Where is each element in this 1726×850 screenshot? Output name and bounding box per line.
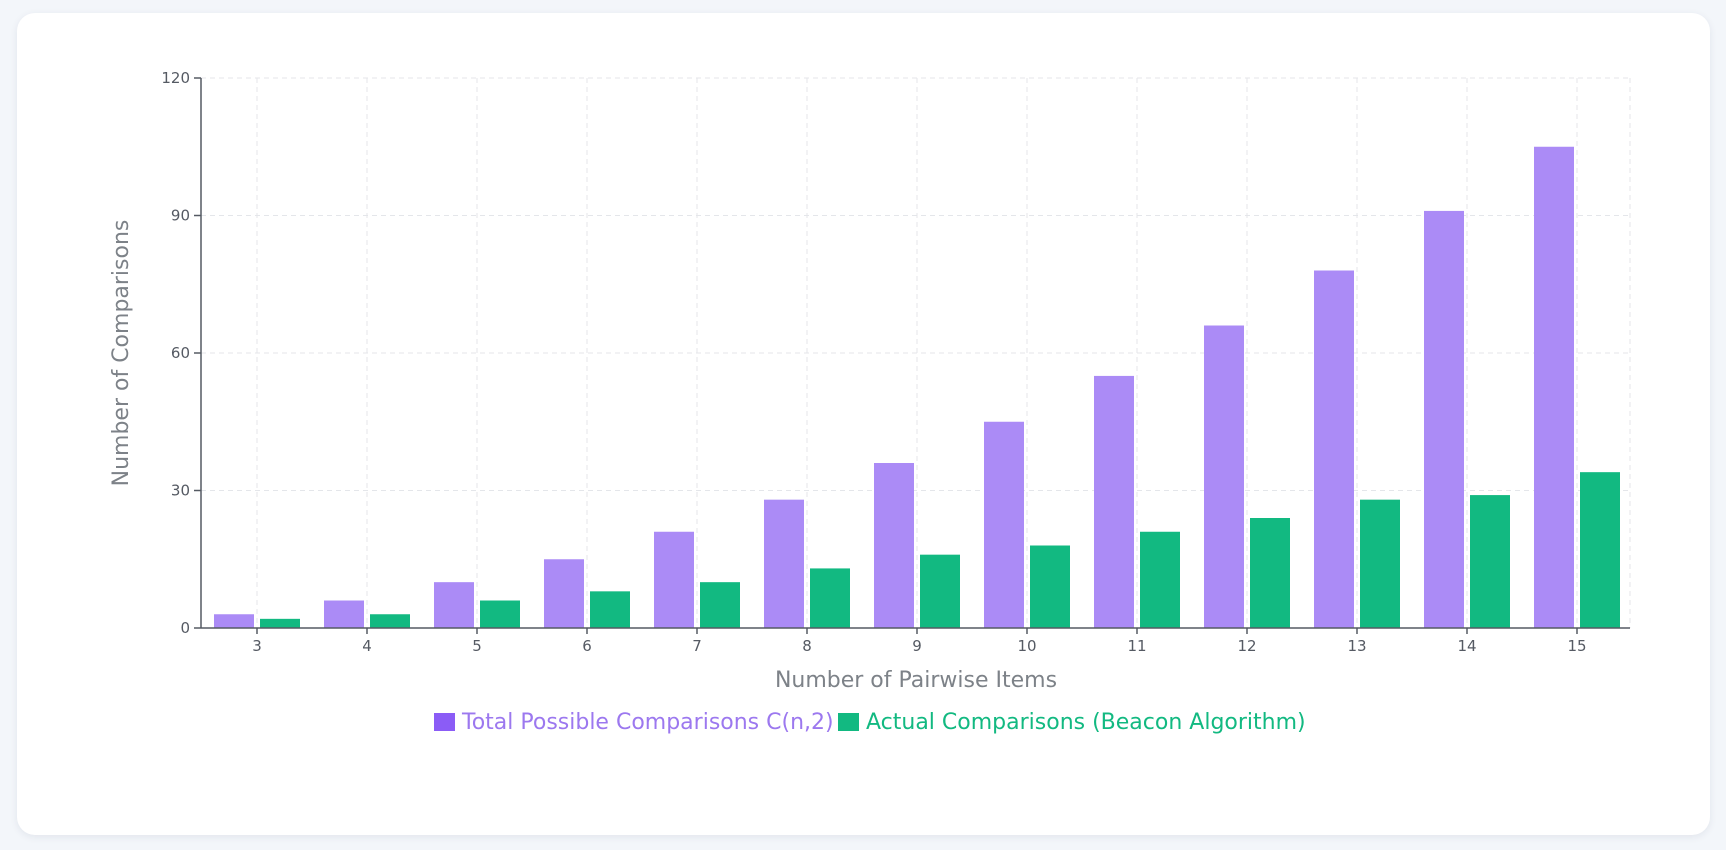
- bar-total-14[interactable]: [1424, 210, 1464, 628]
- legend: Total Possible Comparisons C(n,2) Actual…: [434, 710, 1306, 735]
- y-tick-label-120: 120: [161, 69, 190, 87]
- x-tick-label-13: 13: [1347, 637, 1366, 655]
- bar-actual-10[interactable]: [1030, 545, 1070, 629]
- bar-actual-4[interactable]: [370, 614, 410, 628]
- x-tick-label-11: 11: [1127, 637, 1146, 655]
- legend-label-actual: Actual Comparisons (Beacon Algorithm): [866, 710, 1306, 735]
- y-ticks: 0 30 60 90 120: [161, 69, 201, 637]
- bar-actual-11[interactable]: [1140, 531, 1180, 628]
- legend-item-total[interactable]: Total Possible Comparisons C(n,2): [434, 710, 834, 735]
- bar-total-12[interactable]: [1204, 325, 1244, 629]
- bar-actual-9[interactable]: [920, 554, 960, 628]
- x-tick-label-5: 5: [472, 637, 482, 655]
- x-tick-label-12: 12: [1237, 637, 1256, 655]
- bar-actual-14[interactable]: [1470, 495, 1510, 628]
- bar-total-13[interactable]: [1314, 270, 1354, 629]
- x-tick-label-6: 6: [582, 637, 592, 655]
- bar-actual-13[interactable]: [1360, 499, 1400, 628]
- bar-total-5[interactable]: [434, 582, 474, 628]
- bar-total-7[interactable]: [654, 531, 694, 628]
- y-axis-title: Number of Comparisons: [109, 220, 134, 487]
- x-tick-label-7: 7: [692, 637, 702, 655]
- bar-actual-12[interactable]: [1250, 518, 1290, 628]
- legend-swatch-actual: [838, 713, 859, 731]
- bar-actual-7[interactable]: [700, 582, 740, 628]
- bar-total-11[interactable]: [1094, 375, 1134, 628]
- bars-group: [214, 146, 1620, 629]
- bar-total-8[interactable]: [764, 499, 804, 628]
- legend-item-actual[interactable]: Actual Comparisons (Beacon Algorithm): [838, 710, 1306, 735]
- y-tick-label-0: 0: [180, 619, 190, 637]
- bar-actual-15[interactable]: [1580, 472, 1620, 628]
- x-tick-label-14: 14: [1457, 637, 1476, 655]
- y-tick-label-90: 90: [171, 207, 190, 225]
- bar-total-9[interactable]: [874, 463, 914, 628]
- bar-actual-3[interactable]: [260, 618, 300, 628]
- bar-actual-8[interactable]: [810, 568, 850, 628]
- y-tick-label-60: 60: [171, 344, 190, 362]
- x-tick-label-10: 10: [1017, 637, 1036, 655]
- bar-total-3[interactable]: [214, 614, 254, 628]
- x-ticks: 3 4 5 6 7 8 9 10 11 12 13 14 15: [252, 628, 1587, 655]
- bar-actual-5[interactable]: [480, 600, 520, 629]
- x-tick-label-9: 9: [912, 637, 922, 655]
- bar-total-4[interactable]: [324, 600, 364, 629]
- y-tick-label-30: 30: [171, 482, 190, 500]
- x-tick-label-4: 4: [362, 637, 372, 655]
- bar-actual-6[interactable]: [590, 591, 630, 628]
- x-tick-label-15: 15: [1567, 637, 1586, 655]
- legend-swatch-total: [434, 713, 455, 731]
- bar-total-6[interactable]: [544, 559, 584, 628]
- x-tick-label-8: 8: [802, 637, 812, 655]
- grid-lines: [201, 77, 1631, 628]
- bar-total-15[interactable]: [1534, 146, 1574, 628]
- x-tick-label-3: 3: [252, 637, 262, 655]
- x-axis-title: Number of Pairwise Items: [775, 668, 1057, 693]
- bar-total-10[interactable]: [984, 421, 1024, 628]
- legend-label-total: Total Possible Comparisons C(n,2): [461, 710, 834, 735]
